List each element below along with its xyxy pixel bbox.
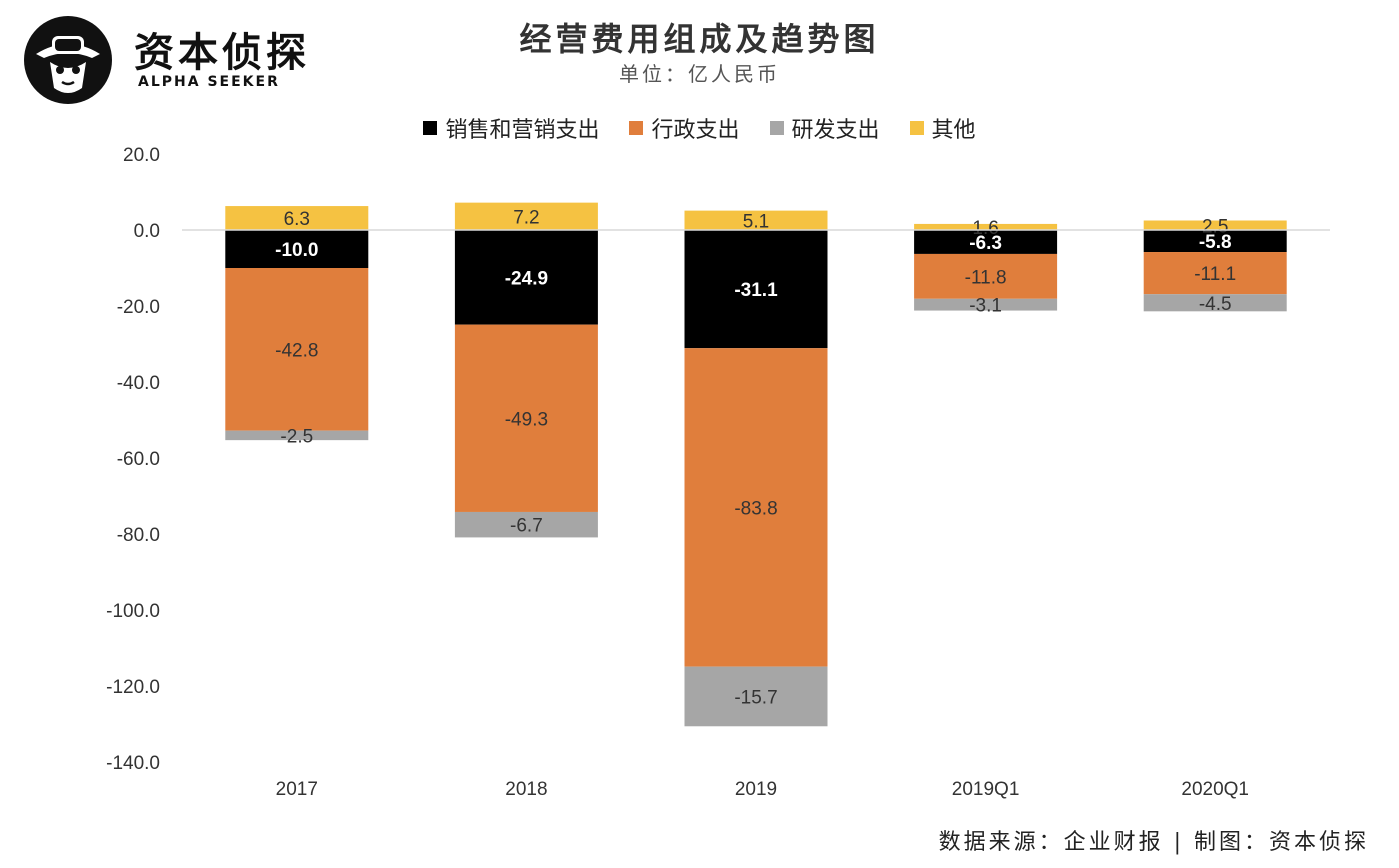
bar-segment: [684, 666, 828, 727]
legend-swatch-other: [909, 121, 924, 135]
chart-subtitle: 单位：亿人民币: [619, 62, 780, 86]
bar-segment: [914, 253, 1058, 299]
legend-label-other: 其他: [931, 118, 976, 143]
bar-segment: [225, 430, 369, 441]
bar-segment: [225, 268, 369, 431]
bar-segment: [1143, 294, 1287, 312]
data-label: 7.2: [513, 207, 539, 228]
y-tick-label: 0.0: [134, 221, 160, 242]
data-label: -3.1: [969, 296, 1002, 317]
data-label: -4.5: [1199, 294, 1232, 315]
bar-segment: [1143, 252, 1287, 295]
data-label: -5.8: [1199, 232, 1232, 253]
bar-segment: [454, 202, 598, 230]
bar-segment: [1143, 220, 1287, 230]
y-tick-label: -20.0: [117, 297, 160, 318]
bar-segment: [684, 230, 828, 349]
y-tick-label: -120.0: [106, 677, 160, 698]
data-label: -11.1: [1194, 264, 1236, 285]
data-label: -6.3: [969, 233, 1002, 254]
data-label: -15.7: [734, 687, 777, 708]
brand-name-cn: 资本侦探: [134, 30, 310, 76]
legend-item-other: 其他: [909, 112, 976, 144]
data-label: -42.8: [275, 340, 318, 361]
data-label: -10.0: [275, 240, 318, 261]
x-tick-label: 2020Q1: [1181, 779, 1249, 800]
bar-segment: [225, 206, 369, 230]
legend-label-rnd: 研发支出: [791, 118, 880, 143]
detective-logo-icon: [24, 16, 112, 104]
data-label: 5.1: [743, 211, 769, 232]
data-label: -83.8: [734, 498, 777, 519]
bar-segment: [454, 230, 598, 325]
legend-label-admin: 行政支出: [651, 118, 740, 143]
data-label: -49.3: [505, 409, 548, 430]
bar-segment: [914, 223, 1058, 230]
source-note: 数据来源：企业财报 | 制图：资本侦探: [938, 830, 1369, 855]
bar-segment: [454, 511, 598, 538]
bar-segment: [684, 348, 828, 667]
y-tick-label: -60.0: [117, 449, 160, 470]
y-tick-label: -100.0: [106, 601, 160, 622]
legend-label-sales: 销售和营销支出: [445, 118, 600, 143]
bar-segment: [914, 230, 1058, 254]
brand-name-en: ALPHA SEEKER: [138, 74, 280, 90]
x-tick-label: 2019: [735, 779, 777, 800]
data-label: -6.7: [510, 516, 543, 537]
chart-legend: 销售和营销支出 行政支出 研发支出 其他: [0, 112, 1399, 144]
data-label: 1.6: [972, 218, 998, 239]
brand-logo: 资本侦探 ALPHA SEEKER: [22, 14, 322, 106]
data-label: 6.3: [284, 209, 310, 230]
legend-item-sales: 销售和营销支出: [423, 112, 599, 144]
bar-segment: [914, 298, 1058, 311]
data-label: -11.8: [965, 267, 1007, 288]
legend-swatch-admin: [629, 121, 644, 135]
bar-segment: [454, 324, 598, 512]
data-label: -2.5: [280, 426, 313, 447]
data-label: -24.9: [505, 268, 548, 289]
legend-item-admin: 行政支出: [629, 112, 740, 144]
bar-segment: [684, 210, 828, 230]
bar-segment: [225, 230, 369, 268]
chart-title: 经营费用组成及趋势图: [519, 20, 880, 58]
y-tick-label: -40.0: [117, 373, 160, 394]
legend-item-rnd: 研发支出: [769, 112, 880, 144]
x-tick-label: 2019Q1: [952, 779, 1020, 800]
y-tick-label: 20.0: [123, 145, 160, 166]
y-tick-label: -140.0: [106, 753, 160, 774]
y-tick-label: -80.0: [117, 525, 160, 546]
legend-swatch-rnd: [769, 121, 784, 135]
x-tick-label: 2018: [505, 779, 547, 800]
data-label: -31.1: [734, 280, 778, 301]
bar-segment: [1143, 230, 1287, 253]
x-tick-label: 2017: [276, 779, 318, 800]
data-label: 2.5: [1202, 216, 1228, 237]
legend-swatch-sales: [423, 121, 438, 135]
